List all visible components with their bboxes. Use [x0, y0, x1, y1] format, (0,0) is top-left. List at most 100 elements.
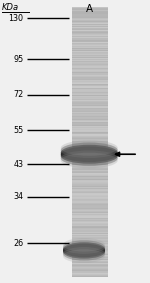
Bar [72, 212, 108, 213]
Bar [72, 183, 108, 184]
Bar [72, 190, 108, 192]
Bar [72, 126, 108, 127]
Bar [72, 78, 108, 79]
Bar [72, 202, 108, 203]
Bar [72, 250, 108, 251]
Bar [72, 54, 108, 55]
Bar [72, 131, 108, 132]
Bar [72, 124, 108, 125]
Bar [72, 35, 108, 36]
Bar [72, 79, 108, 80]
Bar [72, 249, 108, 250]
Ellipse shape [61, 143, 118, 158]
Bar [72, 214, 108, 215]
Bar [72, 228, 108, 230]
Bar [72, 258, 108, 259]
Bar [72, 241, 108, 242]
Bar [72, 248, 108, 249]
Bar [72, 173, 108, 174]
Bar [72, 12, 108, 13]
Bar [72, 210, 108, 212]
Bar [72, 274, 108, 276]
Bar [72, 222, 108, 223]
Bar [72, 100, 108, 101]
Bar [72, 71, 108, 72]
Bar [72, 197, 108, 198]
Bar [72, 112, 108, 113]
Bar [72, 218, 108, 219]
Ellipse shape [63, 245, 105, 259]
Bar [72, 55, 108, 56]
Bar [72, 97, 108, 98]
Bar [72, 240, 108, 241]
Bar [72, 193, 108, 194]
Ellipse shape [61, 147, 118, 162]
Bar [72, 254, 108, 255]
Bar [72, 173, 108, 175]
Bar [72, 273, 108, 275]
Text: 26: 26 [13, 239, 23, 248]
Bar [72, 135, 108, 136]
Bar [72, 162, 108, 163]
Bar [72, 65, 108, 66]
Ellipse shape [61, 151, 118, 166]
Bar [72, 83, 108, 85]
Bar [72, 87, 108, 88]
Bar [72, 80, 108, 81]
Bar [72, 132, 108, 133]
Bar [72, 104, 108, 105]
Bar [72, 8, 108, 10]
Bar [72, 18, 108, 19]
Bar [72, 60, 108, 61]
Bar [72, 182, 108, 183]
Bar [72, 226, 108, 227]
Bar [72, 180, 108, 181]
Bar [72, 201, 108, 203]
Bar [72, 141, 108, 142]
Bar [72, 228, 108, 229]
Bar [72, 26, 108, 27]
Bar [72, 33, 108, 34]
Bar [72, 184, 108, 185]
Bar [72, 49, 108, 50]
Bar [72, 156, 108, 158]
Bar [72, 113, 108, 114]
Bar [72, 21, 108, 22]
Bar [72, 183, 108, 185]
Bar [72, 47, 108, 48]
Bar [72, 18, 108, 20]
Bar [72, 140, 108, 141]
Bar [72, 237, 108, 239]
Bar [72, 217, 108, 218]
Bar [72, 174, 108, 175]
Bar [72, 110, 108, 111]
Bar [72, 232, 108, 233]
Bar [72, 123, 108, 124]
Bar [72, 165, 108, 166]
Bar [72, 117, 108, 118]
Bar [72, 16, 108, 17]
Bar [72, 209, 108, 211]
Bar [72, 109, 108, 110]
Bar [72, 88, 108, 89]
Bar [72, 98, 108, 99]
Bar [72, 77, 108, 78]
Bar [72, 106, 108, 107]
Bar [72, 246, 108, 248]
Bar [72, 276, 108, 277]
Text: 95: 95 [13, 55, 23, 64]
Bar [72, 268, 108, 269]
Bar [72, 171, 108, 172]
Bar [72, 196, 108, 197]
Bar [72, 89, 108, 90]
Bar [72, 254, 108, 256]
Bar [72, 203, 108, 204]
Bar [72, 13, 108, 14]
Bar [72, 15, 108, 16]
Bar [72, 200, 108, 202]
Bar [72, 172, 108, 173]
Bar [72, 266, 108, 267]
Bar [72, 161, 108, 162]
Bar [72, 120, 108, 121]
Bar [72, 236, 108, 237]
